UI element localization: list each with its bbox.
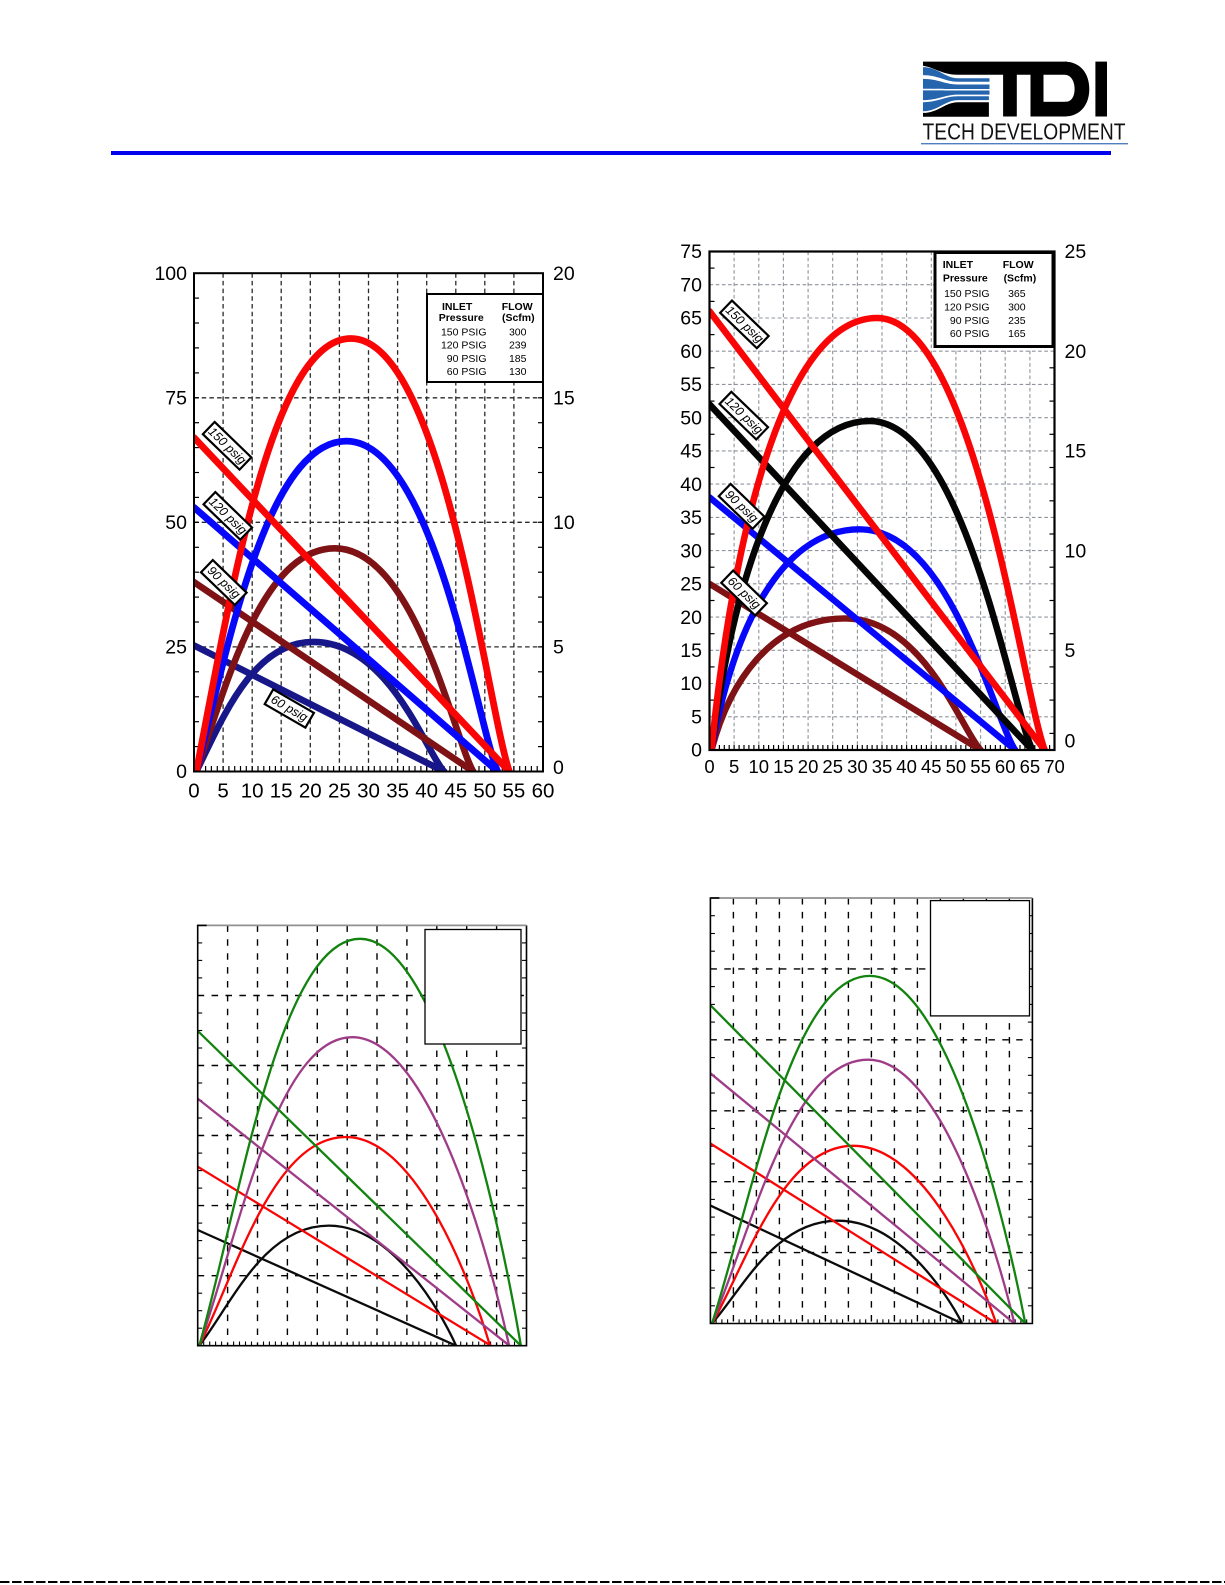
svg-text:60 PSIG: 60 PSIG [950,328,990,340]
svg-text:300: 300 [1008,302,1026,314]
svg-text:10: 10 [553,512,575,534]
svg-text:TECH DEVELOPMENT: TECH DEVELOPMENT [923,118,1126,144]
svg-text:15: 15 [680,640,702,662]
svg-text:25: 25 [328,780,351,803]
svg-text:30: 30 [357,780,380,803]
svg-text:65: 65 [1020,756,1041,777]
svg-text:10: 10 [241,780,264,803]
svg-text:50: 50 [165,512,187,534]
svg-text:55: 55 [970,756,991,777]
svg-text:70: 70 [680,274,702,296]
svg-text:25: 25 [822,756,843,777]
svg-text:90 PSIG: 90 PSIG [950,315,990,327]
svg-text:65: 65 [680,308,702,330]
svg-text:60: 60 [680,341,702,363]
svg-text:120 psig: 120 psig [206,495,250,538]
svg-text:10: 10 [680,673,702,695]
svg-text:35: 35 [680,507,702,529]
svg-text:75: 75 [165,388,187,410]
svg-text:45: 45 [921,756,942,777]
svg-text:90 PSIG: 90 PSIG [447,353,487,365]
svg-text:0: 0 [1065,731,1076,753]
svg-text:100: 100 [154,263,187,285]
svg-text:Pressure: Pressure [943,273,988,285]
svg-text:5: 5 [217,780,228,803]
svg-text:365: 365 [1008,288,1026,300]
svg-text:60 PSIG: 60 PSIG [447,366,487,378]
svg-text:185: 185 [509,353,527,365]
svg-text:165: 165 [1008,328,1026,340]
svg-text:20: 20 [553,263,575,285]
svg-text:FLOW: FLOW [502,301,533,313]
svg-text:FLOW: FLOW [1003,259,1034,271]
svg-text:239: 239 [509,340,527,352]
svg-text:120 PSIG: 120 PSIG [944,302,990,314]
svg-text:40: 40 [680,474,702,496]
svg-text:50: 50 [473,780,496,803]
svg-text:150 PSIG: 150 PSIG [441,327,487,339]
svg-text:10: 10 [749,756,770,777]
svg-text:40: 40 [896,756,917,777]
svg-text:235: 235 [1008,315,1026,327]
svg-text:30: 30 [680,540,702,562]
svg-text:35: 35 [386,780,409,803]
svg-text:60: 60 [532,780,555,803]
svg-text:0: 0 [704,756,714,777]
svg-text:25: 25 [1065,241,1087,263]
svg-text:150 PSIG: 150 PSIG [944,288,990,300]
svg-text:10: 10 [1065,540,1087,562]
svg-text:INLET: INLET [442,301,473,313]
svg-text:0: 0 [691,740,702,762]
svg-text:120 PSIG: 120 PSIG [441,340,487,352]
svg-text:70: 70 [1044,756,1065,777]
svg-text:15: 15 [270,780,293,803]
svg-text:130: 130 [509,366,527,378]
svg-text:(Scfm): (Scfm) [1004,273,1037,285]
svg-text:45: 45 [680,441,702,463]
svg-text:0: 0 [188,780,199,803]
svg-text:55: 55 [680,374,702,396]
svg-text:30: 30 [847,756,868,777]
svg-text:25: 25 [680,574,702,596]
svg-text:55: 55 [502,780,525,803]
svg-text:25: 25 [165,637,187,659]
svg-text:5: 5 [691,707,702,729]
svg-text:(Scfm): (Scfm) [502,312,535,324]
svg-text:20: 20 [680,607,702,629]
svg-text:50: 50 [680,407,702,429]
svg-text:5: 5 [553,637,564,659]
svg-text:20: 20 [798,756,819,777]
svg-text:35: 35 [872,756,893,777]
svg-text:50: 50 [946,756,967,777]
svg-text:15: 15 [553,388,575,410]
svg-text:75: 75 [680,241,702,263]
svg-text:60: 60 [995,756,1016,777]
svg-text:40: 40 [415,780,438,803]
svg-text:20: 20 [1065,341,1087,363]
svg-text:45: 45 [444,780,467,803]
svg-text:0: 0 [553,757,564,779]
svg-text:INLET: INLET [943,259,974,271]
svg-text:15: 15 [1065,441,1087,463]
svg-text:5: 5 [729,756,739,777]
svg-text:15: 15 [773,756,794,777]
svg-text:300: 300 [509,327,527,339]
svg-text:20: 20 [299,780,322,803]
svg-text:5: 5 [1065,640,1076,662]
svg-text:Pressure: Pressure [439,312,484,324]
svg-text:0: 0 [176,761,187,783]
